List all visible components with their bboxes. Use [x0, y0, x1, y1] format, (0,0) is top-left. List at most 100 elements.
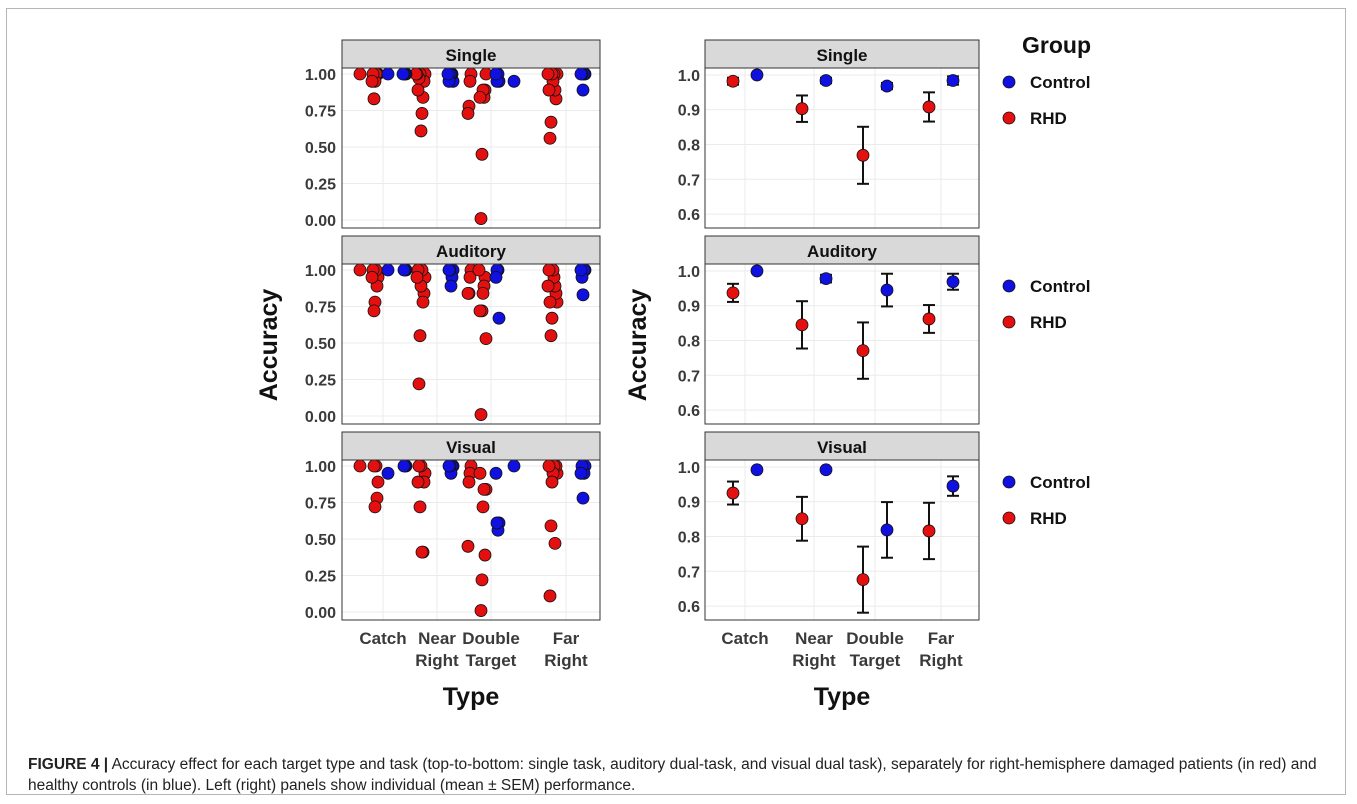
right-mean-point-rhd-0-2: [856, 148, 870, 162]
left-point-rhd-2-0-4: [368, 500, 382, 514]
left-point-rhd-1-2-1: [463, 270, 477, 284]
left-x-axis-title: Type: [443, 683, 500, 711]
right-plot-border-1: [704, 263, 980, 425]
left-point-rhd-2-2-5: [478, 548, 492, 562]
left-point-rhd-2-2-9: [474, 604, 488, 617]
right-strip-bg-2: [704, 431, 980, 461]
right-x-axis-title: Type: [814, 683, 871, 711]
left-point-rhd-1-1-6: [412, 377, 426, 391]
left-plot-border-2: [341, 459, 601, 621]
left-point-rhd-2-1-6: [412, 459, 426, 473]
left-point-rhd-0-1-3: [415, 107, 429, 120]
right-mean-point-rhd-2-2: [856, 573, 870, 587]
left-point-rhd-1-3-5: [545, 311, 559, 325]
right-mean-point-control-1-1: [819, 272, 833, 286]
left-point-control-2-2-2: [490, 516, 504, 530]
right-ytick-2-0: 0.6: [678, 599, 700, 616]
right-ytick-2-2: 0.8: [678, 530, 700, 547]
right-strip-label-1: Auditory: [807, 242, 877, 261]
left-point-rhd-0-3-9: [541, 67, 555, 81]
right-mean-point-rhd-1-2: [856, 344, 870, 358]
left-strip-label-0: Single: [445, 46, 496, 65]
right-plot-border-2: [704, 459, 980, 621]
left-point-rhd-0-0-0: [353, 67, 367, 81]
right-mean-point-control-0-2: [880, 79, 894, 93]
right-xtick-2: Double Target: [846, 629, 904, 670]
right-strip-label-2: Visual: [817, 438, 867, 457]
right-mean-point-rhd-1-0: [726, 286, 740, 300]
left-ytick-2-2: 0.50: [305, 532, 336, 549]
right-ytick-0-2: 0.8: [678, 138, 700, 155]
left-point-rhd-0-3-6: [544, 115, 558, 129]
left-ytick-1-3: 0.75: [305, 300, 336, 317]
right-ytick-1-2: 0.8: [678, 334, 700, 351]
right-ytick-2-1: 0.7: [678, 564, 700, 581]
left-point-control-2-3-4: [574, 466, 588, 480]
left-ytick-1-1: 0.25: [305, 373, 336, 390]
left-strip-label-2: Visual: [446, 438, 496, 457]
left-point-control-2-2-4: [507, 459, 521, 473]
right-ytick-1-0: 0.6: [678, 403, 700, 420]
left-point-control-2-2-3: [489, 466, 503, 480]
right-plot-bg-1: [705, 264, 979, 424]
left-point-rhd-2-2-10: [473, 466, 487, 480]
right-ytick-0-3: 0.9: [678, 103, 700, 120]
left-point-rhd-2-2-7: [476, 500, 490, 514]
right-mean-point-control-0-1: [819, 74, 833, 87]
right-mean-point-rhd-2-3: [922, 524, 936, 538]
left-point-control-1-3-2: [576, 288, 590, 302]
left-ytick-2-3: 0.75: [305, 496, 336, 513]
left-point-rhd-2-2-8: [475, 573, 489, 587]
legend-label-control-1: Control: [1030, 277, 1090, 296]
legend-key-rhd-1: [1002, 315, 1016, 329]
left-strip-bg-2: [341, 431, 601, 461]
figure-4-chart: Single 0.00 0.25 0.50 0.75 1.00 Auditory 0.00 0.…: [255, 32, 1091, 711]
right-ytick-0-4: 1.0: [678, 68, 700, 85]
caption-text: Accuracy effect for each target type and…: [28, 756, 1317, 794]
left-xtick-2: Double Target: [462, 629, 520, 670]
legend-label-control-0: Control: [1030, 73, 1090, 92]
right-ytick-2-3: 0.9: [678, 495, 700, 512]
left-plot-border-0: [341, 67, 601, 229]
legend-label-rhd-2: RHD: [1030, 509, 1067, 528]
left-point-rhd-2-3-5: [545, 475, 559, 489]
right-plot-border-0: [704, 67, 980, 229]
left-ytick-2-4: 1.00: [305, 459, 336, 476]
left-point-control-1-0-3: [397, 263, 411, 277]
left-point-rhd-2-2-3: [461, 539, 475, 553]
right-strip-bg-0: [704, 39, 980, 69]
left-ytick-0-3: 0.75: [305, 104, 336, 121]
left-point-rhd-2-1-3: [415, 545, 429, 559]
left-point-rhd-0-2-3: [461, 107, 475, 120]
right-strip-label-0: Single: [816, 46, 867, 65]
right-xtick-3: Far Right: [919, 629, 963, 670]
right-mean-point-control-1-2: [880, 283, 894, 297]
right-ytick-2-4: 1.0: [678, 460, 700, 477]
right-mean-point-control-1-3: [946, 275, 960, 289]
left-point-control-1-1-2: [444, 279, 458, 293]
right-mean-point-control-2-3: [946, 479, 960, 493]
left-point-rhd-1-3-8: [542, 263, 556, 277]
right-mean-point-rhd-0-1: [795, 102, 809, 116]
legend-label-rhd-1: RHD: [1030, 313, 1067, 332]
legend-label-rhd-0: RHD: [1030, 109, 1067, 128]
right-ytick-1-3: 0.9: [678, 299, 700, 316]
left-point-rhd-0-2-9: [474, 212, 488, 225]
legend-key-rhd-2: [1002, 511, 1016, 525]
right-mean-point-control-0-3: [946, 74, 960, 87]
left-point-rhd-1-1-2: [416, 295, 430, 309]
left-point-rhd-2-3-6: [544, 519, 558, 533]
right-mean-point-rhd-0-3: [922, 100, 936, 114]
left-point-rhd-1-2-7: [476, 286, 490, 300]
right-ytick-1-4: 1.0: [678, 264, 700, 281]
left-ytick-1-4: 1.00: [305, 263, 336, 280]
left-point-rhd-0-2-10: [473, 90, 487, 104]
left-ytick-2-0: 0.00: [305, 605, 336, 622]
right-mean-point-control-2-2: [880, 523, 894, 537]
left-point-rhd-1-2-4: [479, 332, 493, 346]
left-ytick-1-0: 0.00: [305, 409, 336, 426]
left-point-rhd-2-1-7: [411, 475, 425, 489]
left-point-rhd-2-2-2: [462, 475, 476, 489]
left-point-control-1-3-4: [574, 263, 588, 277]
